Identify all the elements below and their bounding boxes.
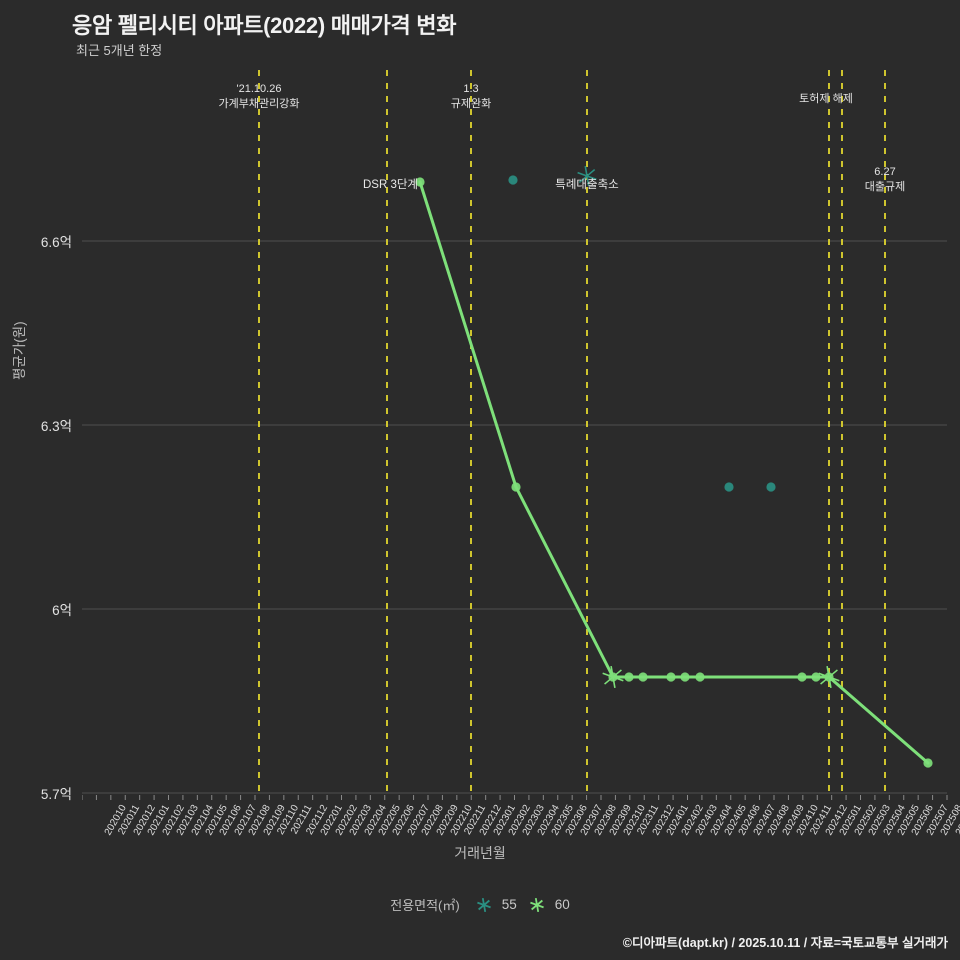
event-date: 1.3 <box>463 83 479 95</box>
event-name: 가계부채관리강화 <box>218 98 300 110</box>
footer-credit: ©디아파트(dapt.kr) / 2025.10.11 / 자료=국토교통부 실… <box>622 936 948 950</box>
event-annotation: 토허제 해제 <box>799 92 853 107</box>
event-date: 6.27 <box>874 166 896 178</box>
data-point[interactable] <box>923 758 933 768</box>
y-axis-title: 평균가(원) <box>12 321 27 380</box>
event-annotation: 6.27 대출규제 <box>865 165 905 195</box>
data-point[interactable] <box>766 482 776 492</box>
data-point[interactable] <box>415 177 425 187</box>
y-tick-label: 6.6억 <box>40 235 72 250</box>
legend-item-60[interactable]: 60 <box>526 896 570 914</box>
star-marker-icon <box>818 666 840 688</box>
data-point[interactable] <box>666 672 676 682</box>
event-name: 대출규제 <box>864 181 906 193</box>
event-annotation: 1.3 규제완화 <box>451 82 491 112</box>
event-name: 규제완화 <box>450 98 492 110</box>
legend: 전용면적(㎡) 55 60 <box>0 895 960 914</box>
star-marker-icon <box>602 666 624 688</box>
event-name: 토허제 해제 <box>799 93 853 105</box>
plot-area <box>82 70 948 800</box>
data-point[interactable] <box>724 482 734 492</box>
star-marker-glyph <box>476 897 491 912</box>
y-tick-label: 6.3억 <box>40 419 72 434</box>
data-point[interactable] <box>811 672 821 682</box>
data-point[interactable] <box>624 672 634 682</box>
event-date: '21.10.26 <box>236 83 282 95</box>
data-point[interactable] <box>638 672 648 682</box>
y-tick-label: 5.7억 <box>40 787 72 802</box>
star-marker-icon <box>577 166 597 186</box>
legend-item-55[interactable]: 55 <box>473 896 517 914</box>
data-point[interactable] <box>511 482 521 492</box>
star-marker-glyph <box>529 897 544 912</box>
legend-label-55: 55 <box>501 897 517 912</box>
page-title: 응암 펠리시티 아파트(2022) 매매가격 변화 <box>72 13 457 38</box>
event-annotation: '21.10.26 가계부채관리강화 <box>219 82 300 112</box>
y-tick-label: 6억 <box>52 603 72 618</box>
series-annotation: 특례대출축소 <box>555 179 619 191</box>
series-annotation: DSR 3단계 <box>362 179 418 191</box>
star-marker-icon <box>529 897 544 912</box>
chart-canvas <box>82 70 948 800</box>
data-point[interactable] <box>797 672 807 682</box>
legend-title: 전용면적(㎡) <box>390 898 460 913</box>
data-point[interactable] <box>680 672 690 682</box>
star-marker-icon <box>476 897 491 912</box>
legend-label-60: 60 <box>554 897 570 912</box>
data-point[interactable] <box>508 175 518 185</box>
data-point[interactable] <box>695 672 705 682</box>
page-subtitle: 최근 5개년 한정 <box>76 43 163 58</box>
x-axis-title: 거래년월 <box>454 845 506 861</box>
